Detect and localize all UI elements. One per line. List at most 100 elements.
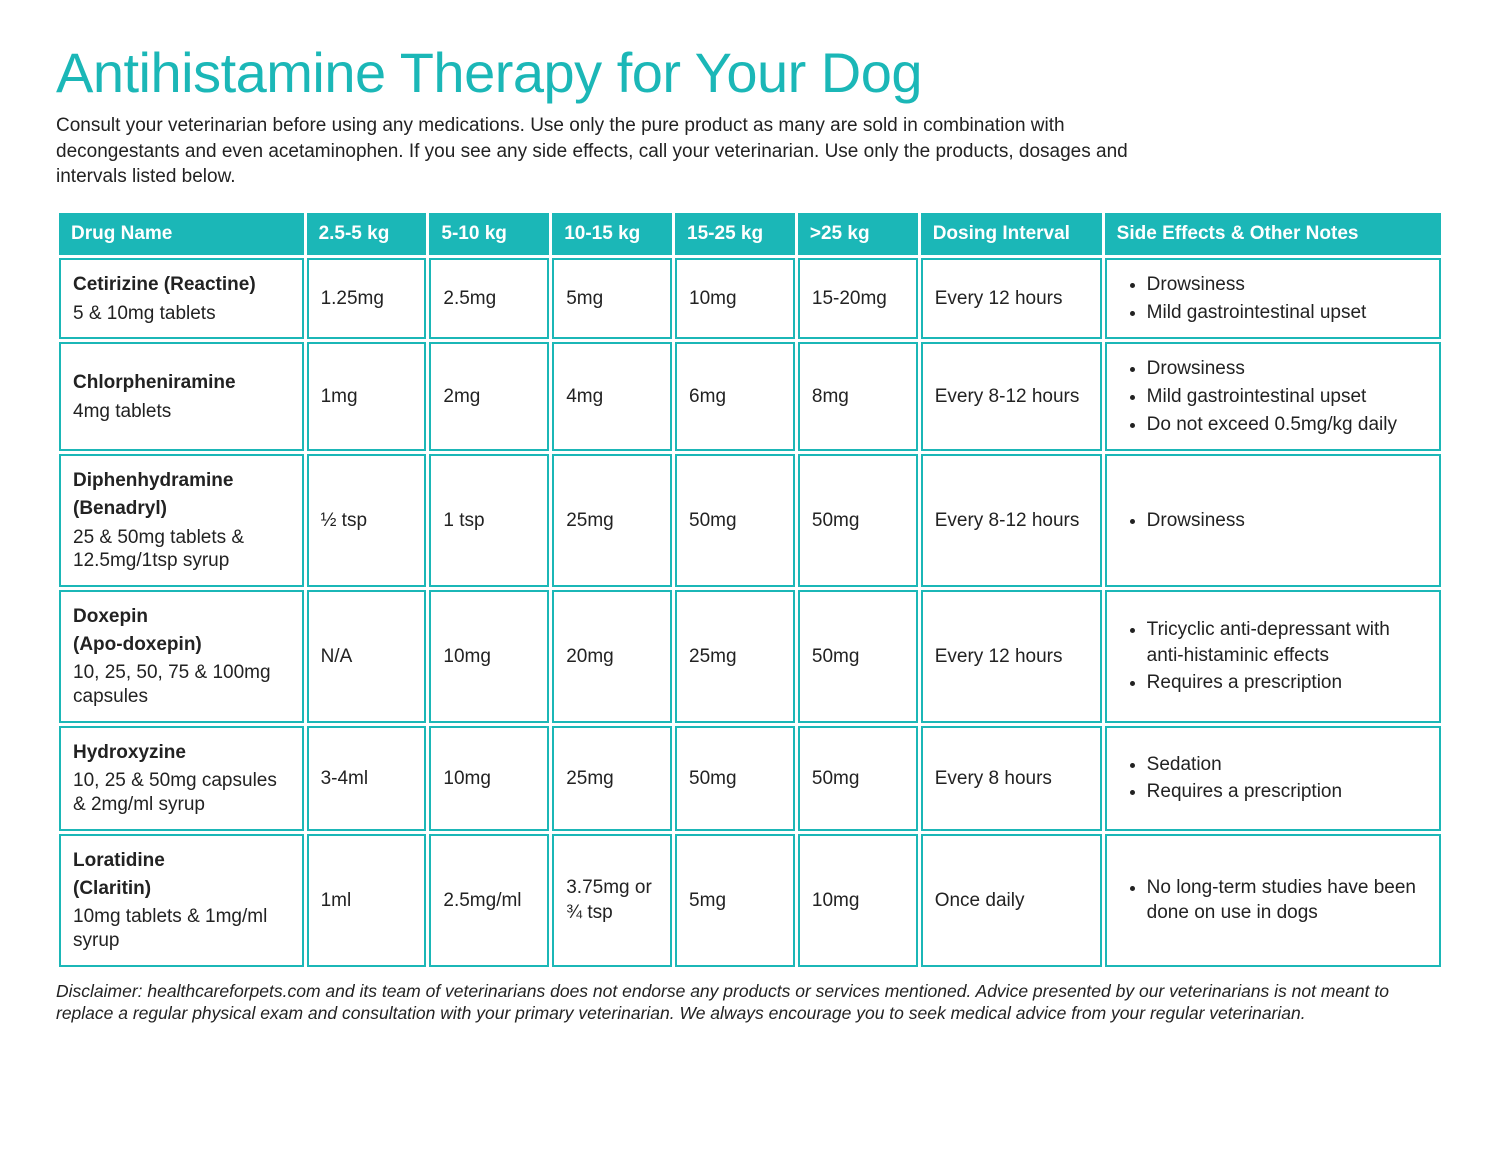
interval-cell: Every 12 hours (921, 590, 1102, 723)
dose-cell: 1ml (307, 834, 427, 967)
interval-cell: Once daily (921, 834, 1102, 967)
dosage-table: Drug Name 2.5-5 kg 5-10 kg 10-15 kg 15-2… (56, 210, 1444, 970)
notes-cell: SedationRequires a prescription (1105, 726, 1441, 831)
drug-cell: Diphenhydramine(Benadryl) 25 & 50mg table… (59, 454, 304, 587)
table-body: Cetirizine (Reactine) 5 & 10mg tablets 1.2… (59, 258, 1441, 967)
notes-list: Drowsiness (1119, 508, 1427, 534)
col-gt25kg: >25 kg (798, 213, 918, 255)
interval-cell: Every 8-12 hours (921, 342, 1102, 451)
drug-form: 10, 25, 50, 75 & 100mg capsules (73, 661, 290, 709)
dose-cell: 3-4ml (307, 726, 427, 831)
dose-cell: 8mg (798, 342, 918, 451)
drug-brand: (Benadryl) (73, 496, 290, 522)
dose-cell: 50mg (675, 726, 795, 831)
note-item: Do not exceed 0.5mg/kg daily (1147, 412, 1427, 438)
dose-cell: 4mg (552, 342, 672, 451)
dose-cell: 50mg (798, 454, 918, 587)
header-row: Drug Name 2.5-5 kg 5-10 kg 10-15 kg 15-2… (59, 213, 1441, 255)
note-item: No long-term studies have been done on u… (1147, 875, 1427, 926)
dose-cell: 10mg (675, 258, 795, 339)
notes-cell: Tricyclic anti-depressant with anti-hist… (1105, 590, 1441, 723)
drug-form: 10, 25 & 50mg capsules & 2mg/ml syrup (73, 769, 290, 817)
note-item: Mild gastrointestinal upset (1147, 384, 1427, 410)
drug-cell: Cetirizine (Reactine) 5 & 10mg tablets (59, 258, 304, 339)
note-item: Sedation (1147, 752, 1427, 778)
notes-cell: DrowsinessMild gastrointestinal upsetDo … (1105, 342, 1441, 451)
dose-cell: 1.25mg (307, 258, 427, 339)
dose-cell: 50mg (675, 454, 795, 587)
drug-brand: (Apo-doxepin) (73, 632, 290, 658)
note-item: Drowsiness (1147, 356, 1427, 382)
table-row: Hydroxyzine 10, 25 & 50mg capsules & 2mg/… (59, 726, 1441, 831)
drug-name: Chlorpheniramine (73, 370, 290, 396)
drug-form: 5 & 10mg tablets (73, 302, 290, 326)
dose-cell: 2mg (429, 342, 549, 451)
notes-cell: No long-term studies have been done on u… (1105, 834, 1441, 967)
dose-cell: ½ tsp (307, 454, 427, 587)
drug-name: Cetirizine (Reactine) (73, 272, 290, 298)
notes-list: DrowsinessMild gastrointestinal upset (1119, 272, 1427, 325)
col-2p5-5kg: 2.5-5 kg (307, 213, 427, 255)
col-drug-name: Drug Name (59, 213, 304, 255)
notes-list: SedationRequires a prescription (1119, 752, 1427, 805)
note-item: Mild gastrointestinal upset (1147, 300, 1427, 326)
interval-cell: Every 8-12 hours (921, 454, 1102, 587)
disclaimer-text: Disclaimer: healthcareforpets.com and it… (56, 980, 1444, 1026)
col-notes: Side Effects & Other Notes (1105, 213, 1441, 255)
note-item: Tricyclic anti-depressant with anti-hist… (1147, 617, 1427, 668)
dose-cell: 10mg (798, 834, 918, 967)
drug-form: 4mg tablets (73, 400, 290, 424)
dose-cell: 15-20mg (798, 258, 918, 339)
dose-cell: 50mg (798, 590, 918, 723)
drug-form: 25 & 50mg tablets & 12.5mg/1tsp syrup (73, 526, 290, 574)
dose-cell: 5mg (552, 258, 672, 339)
notes-cell: Drowsiness (1105, 454, 1441, 587)
table-row: Doxepin(Apo-doxepin) 10, 25, 50, 75 & 100… (59, 590, 1441, 723)
table-row: Diphenhydramine(Benadryl) 25 & 50mg table… (59, 454, 1441, 587)
drug-cell: Chlorpheniramine 4mg tablets (59, 342, 304, 451)
drug-brand: (Claritin) (73, 876, 290, 902)
drug-name: Hydroxyzine (73, 740, 290, 766)
drug-cell: Loratidine(Claritin) 10mg tablets & 1mg/m… (59, 834, 304, 967)
note-item: Drowsiness (1147, 508, 1427, 534)
drug-cell: Doxepin(Apo-doxepin) 10, 25, 50, 75 & 100… (59, 590, 304, 723)
interval-cell: Every 8 hours (921, 726, 1102, 831)
table-row: Chlorpheniramine 4mg tablets 1mg2mg4mg6mg8… (59, 342, 1441, 451)
dose-cell: 1 tsp (429, 454, 549, 587)
note-item: Requires a prescription (1147, 670, 1427, 696)
notes-cell: DrowsinessMild gastrointestinal upset (1105, 258, 1441, 339)
intro-text: Consult your veterinarian before using a… (56, 113, 1136, 190)
dose-cell: 20mg (552, 590, 672, 723)
notes-list: DrowsinessMild gastrointestinal upsetDo … (1119, 356, 1427, 437)
col-interval: Dosing Interval (921, 213, 1102, 255)
dose-cell: 1mg (307, 342, 427, 451)
drug-name: Loratidine (73, 848, 290, 874)
drug-cell: Hydroxyzine 10, 25 & 50mg capsules & 2mg/… (59, 726, 304, 831)
dose-cell: 3.75mg or ¾ tsp (552, 834, 672, 967)
drug-name: Doxepin (73, 604, 290, 630)
dose-cell: 25mg (552, 454, 672, 587)
note-item: Drowsiness (1147, 272, 1427, 298)
table-row: Loratidine(Claritin) 10mg tablets & 1mg/m… (59, 834, 1441, 967)
drug-name: Diphenhydramine (73, 468, 290, 494)
dose-cell: 50mg (798, 726, 918, 831)
col-10-15kg: 10-15 kg (552, 213, 672, 255)
dose-cell: 2.5mg (429, 258, 549, 339)
dose-cell: 10mg (429, 726, 549, 831)
dose-cell: 2.5mg/ml (429, 834, 549, 967)
notes-list: No long-term studies have been done on u… (1119, 875, 1427, 926)
dose-cell: 6mg (675, 342, 795, 451)
table-row: Cetirizine (Reactine) 5 & 10mg tablets 1.2… (59, 258, 1441, 339)
note-item: Requires a prescription (1147, 779, 1427, 805)
col-15-25kg: 15-25 kg (675, 213, 795, 255)
interval-cell: Every 12 hours (921, 258, 1102, 339)
dose-cell: 10mg (429, 590, 549, 723)
dose-cell: 5mg (675, 834, 795, 967)
dose-cell: 25mg (675, 590, 795, 723)
notes-list: Tricyclic anti-depressant with anti-hist… (1119, 617, 1427, 696)
page-title: Antihistamine Therapy for Your Dog (56, 40, 1444, 105)
drug-form: 10mg tablets & 1mg/ml syrup (73, 905, 290, 953)
dose-cell: 25mg (552, 726, 672, 831)
dose-cell: N/A (307, 590, 427, 723)
col-5-10kg: 5-10 kg (429, 213, 549, 255)
